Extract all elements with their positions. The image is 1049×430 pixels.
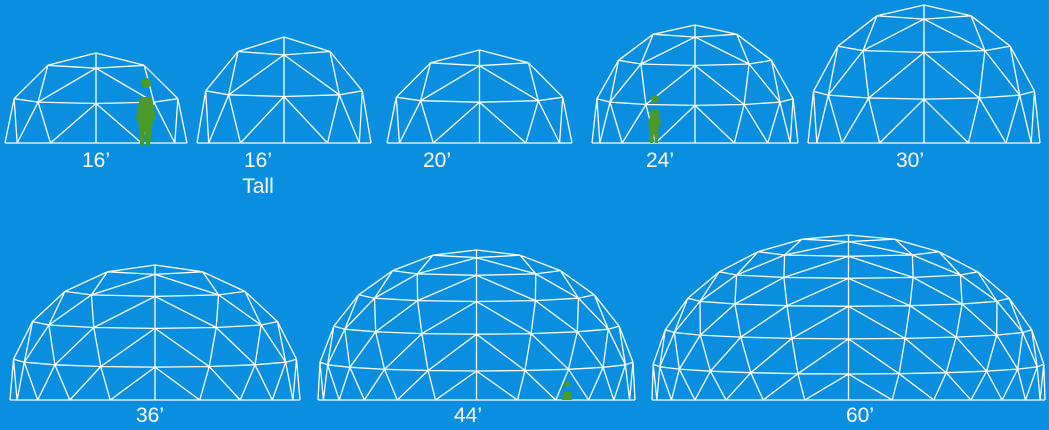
dome-wireframe [807,4,1041,144]
dome-wireframe [4,52,188,144]
dome-size-label: 60’ [846,404,874,427]
dome-size-label: 30’ [896,149,924,172]
dome-size-label: 36’ [136,404,164,427]
dome-size-label: 20’ [423,149,451,172]
person-silhouette [136,78,156,145]
dome-note: Tall [242,175,274,198]
dome-wireframe [317,249,636,401]
dome-wireframe [386,49,573,144]
dome-size-label: 16’ [244,149,272,172]
dome-size-label: 44’ [454,404,482,427]
dome-wireframe [591,24,799,144]
labels: 16’ 16’ Tall 20’ 24’ 30’ 36’ 44’ 60’ [82,149,924,427]
dome-size-label: 24’ [646,149,674,172]
person-silhouette [648,95,661,143]
dome-size-label: 16’ [82,149,110,172]
domes [4,4,1046,401]
dome-wireframe [196,36,372,144]
person-silhouette [562,381,572,400]
dome-wireframe [651,234,1046,401]
dome-wireframe [9,264,301,401]
people [136,78,661,400]
